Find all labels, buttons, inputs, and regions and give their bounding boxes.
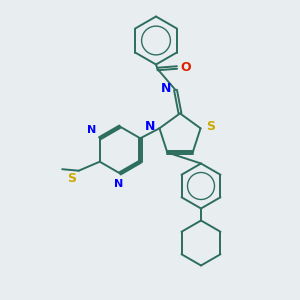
Text: N: N [114,179,123,189]
Text: N: N [88,125,97,135]
Text: O: O [181,61,191,74]
Text: S: S [206,120,215,133]
Text: N: N [160,82,171,95]
Text: S: S [67,172,76,185]
Text: N: N [145,120,155,133]
